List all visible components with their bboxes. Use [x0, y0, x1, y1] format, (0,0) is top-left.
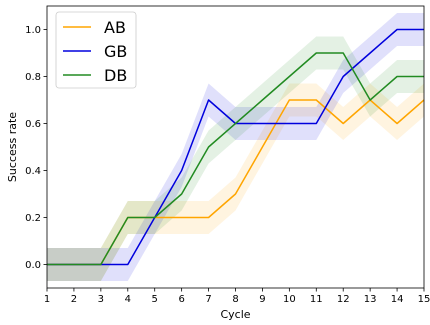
legend: AB GB DB: [55, 11, 137, 89]
y-tick-label: 0.8: [25, 72, 41, 83]
x-tick-label: 1: [44, 294, 50, 305]
x-tick-label: 4: [125, 294, 131, 305]
x-tick-label: 12: [337, 294, 350, 305]
x-tick-label: 8: [232, 294, 238, 305]
x-tick-label: 9: [259, 294, 265, 305]
y-tick-label: 0.6: [25, 119, 41, 130]
y-tick-label: 1.0: [25, 25, 41, 36]
y-tick-label: 0.0: [25, 260, 41, 271]
series-line-db: [47, 52, 424, 266]
x-tick-label: 13: [364, 294, 377, 305]
legend-box: [55, 11, 137, 89]
x-axis-label: Cycle: [220, 308, 250, 321]
x-tick-label: 11: [310, 294, 323, 305]
band-db: [47, 36, 424, 281]
x-tick-label: 2: [71, 294, 77, 305]
band-ab: [47, 83, 424, 281]
legend-label-gb: GB: [104, 42, 127, 61]
x-tick-label: 15: [418, 294, 430, 305]
x-tick-label: 3: [98, 294, 104, 305]
legend-label-db: DB: [104, 66, 127, 85]
y-axis-label: Success rate: [6, 112, 19, 182]
x-tick-label: 5: [152, 294, 158, 305]
x-tick-label: 14: [391, 294, 404, 305]
axes: 1 2 3 4 5 6 7 8 9 10 11 12 13 14 150.00.20.40.60.81.0C…: [6, 5, 430, 321]
y-tick-label: 0.4: [25, 166, 41, 177]
y-tick-label: 0.2: [25, 213, 41, 224]
x-tick-label: 7: [205, 294, 211, 305]
series-lines: [47, 28, 424, 266]
legend-label-ab: AB: [104, 18, 126, 37]
x-tick-label: 10: [283, 294, 296, 305]
x-tick-label: 6: [178, 294, 184, 305]
